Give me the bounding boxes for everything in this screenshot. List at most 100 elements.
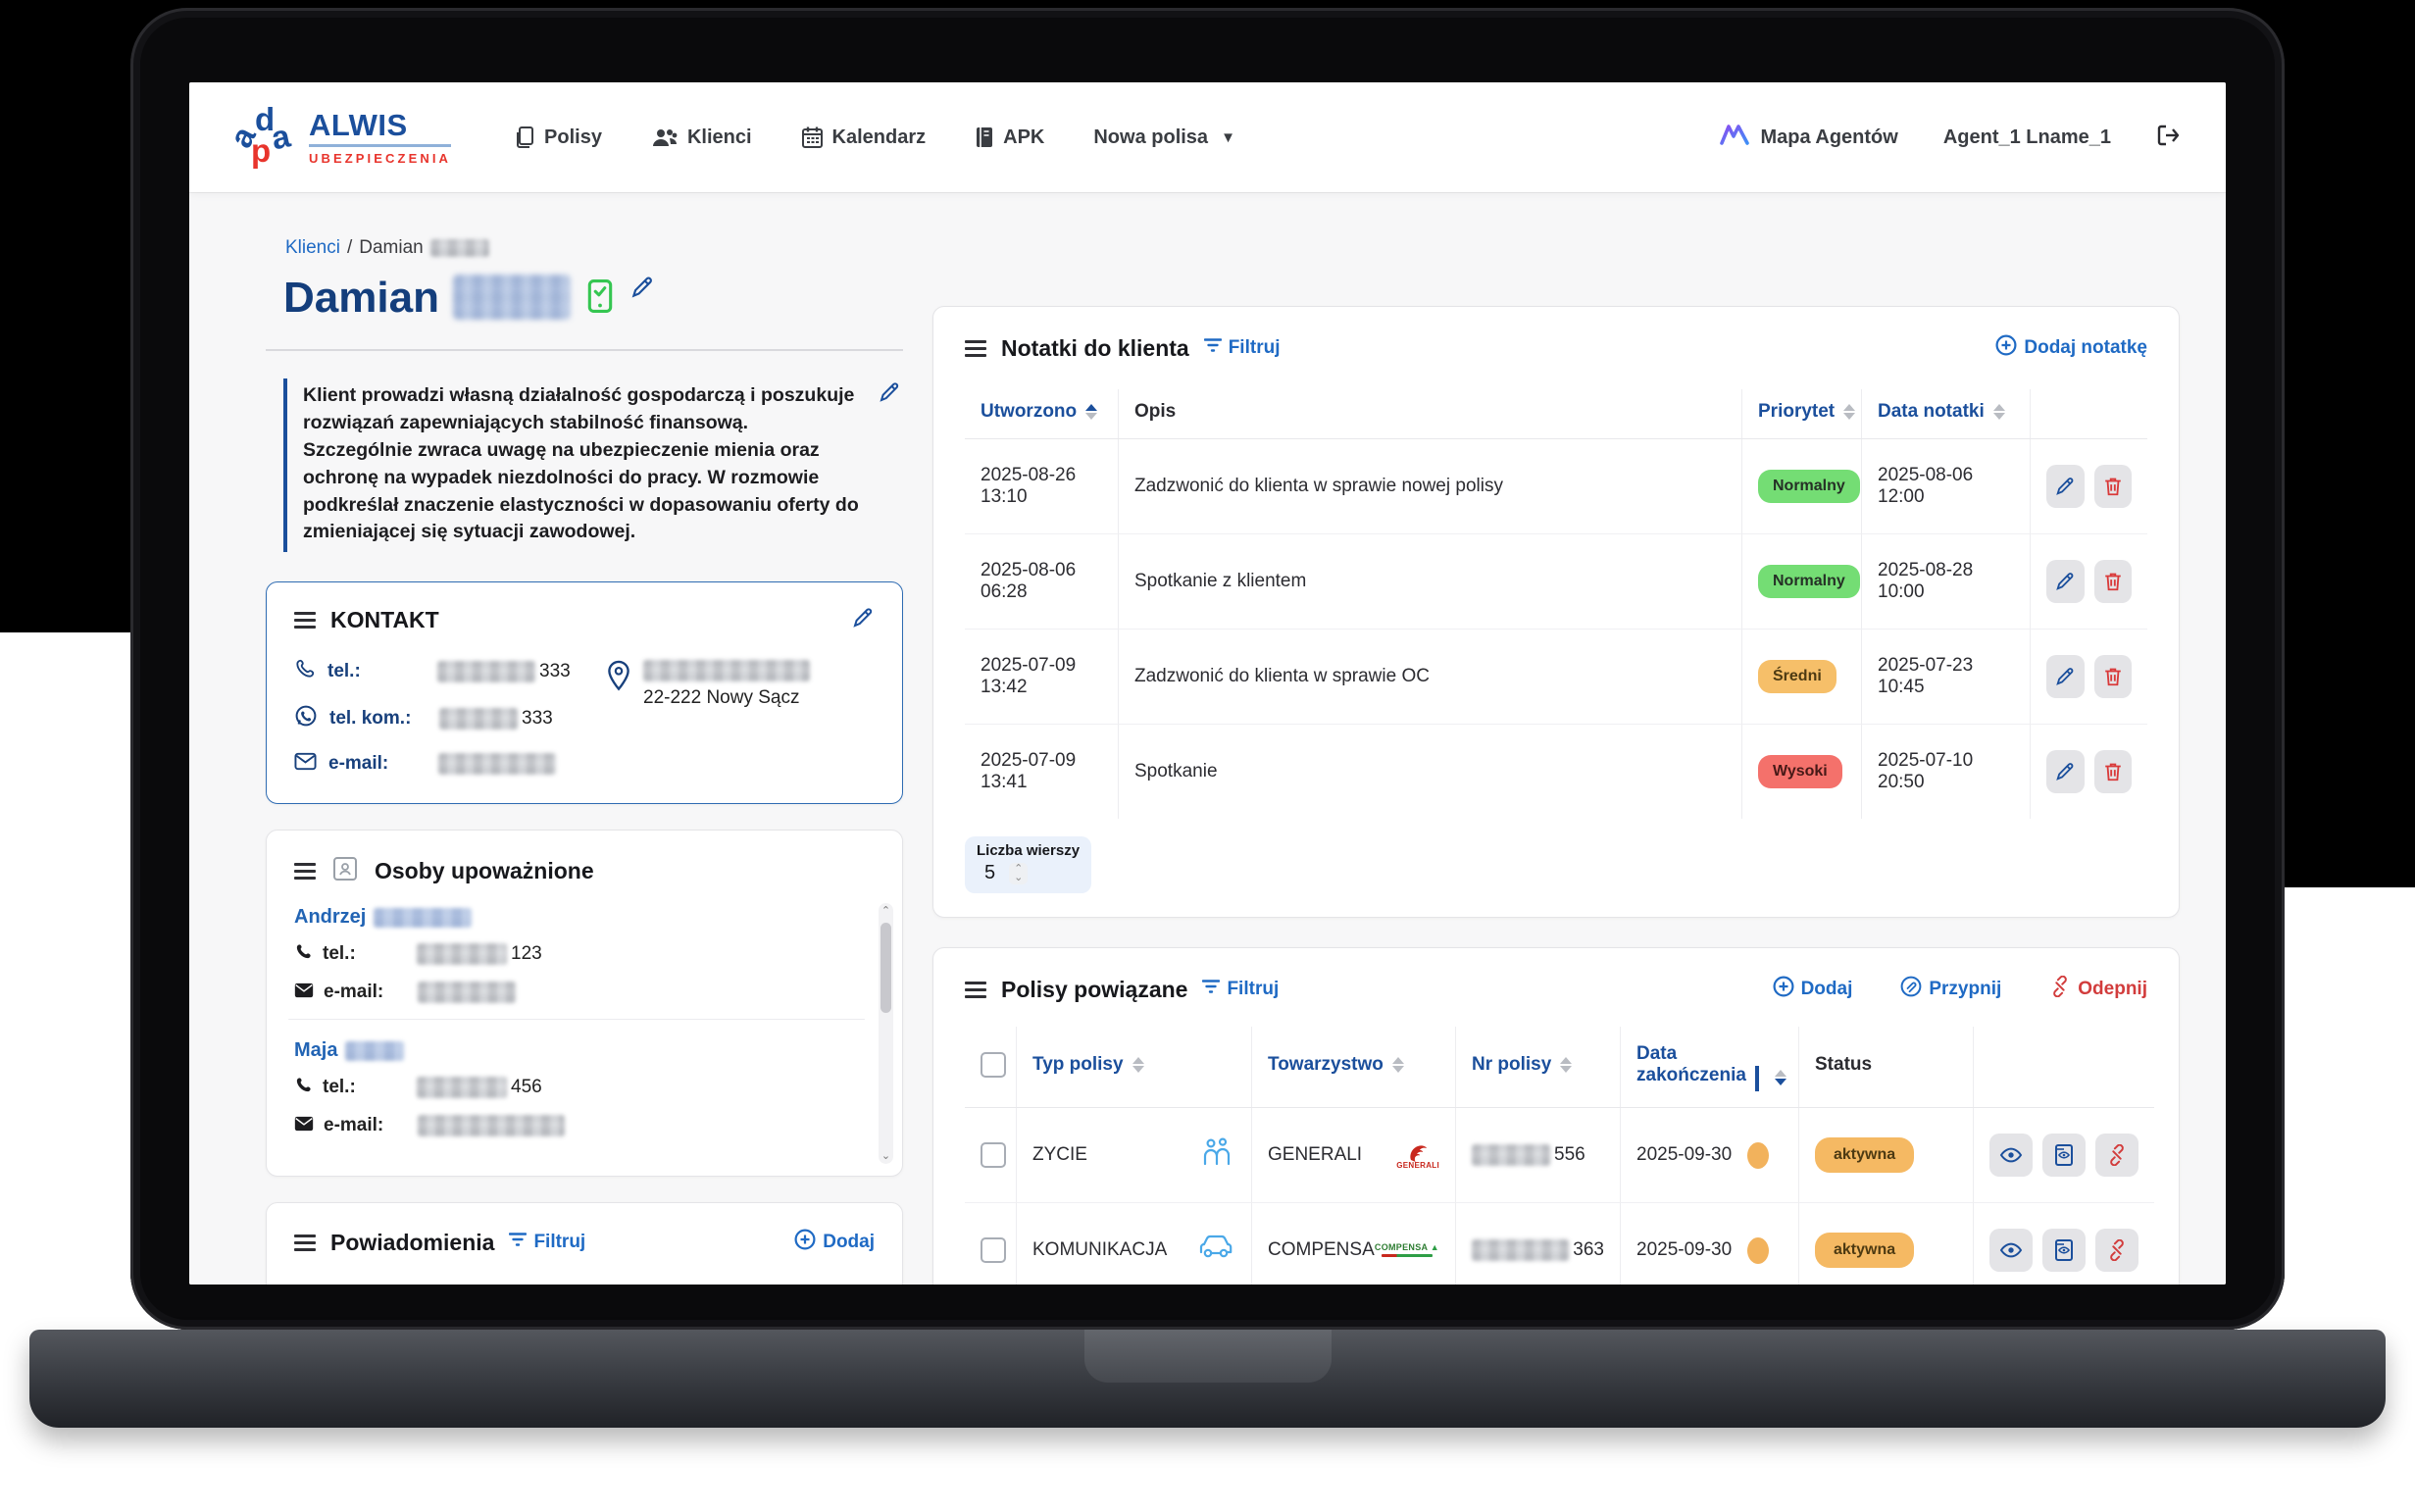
policy-type: KOMUNIKACJA [1016, 1202, 1251, 1285]
scrollbar[interactable]: ⌃ ⌄ [879, 903, 893, 1165]
redacted-lastname [452, 275, 571, 320]
plus-circle-icon [1773, 976, 1794, 1003]
mail-icon [294, 752, 317, 776]
nav-item-polisy[interactable]: Polisy [514, 126, 602, 149]
col-header-priorytet[interactable]: Priorytet [1741, 389, 1861, 438]
scrollbar-thumb[interactable] [880, 923, 891, 1014]
filter-notes-button[interactable]: Filtruj [1203, 337, 1280, 359]
nav-item-klienci[interactable]: Klienci [651, 126, 752, 149]
redacted-value [417, 943, 507, 966]
policy-checkbox[interactable] [981, 1237, 1006, 1263]
note-created: 2025-08-06 06:28 [965, 533, 1118, 629]
sort-icon [1560, 1057, 1573, 1073]
policy-select-cell [965, 1108, 1016, 1202]
map-agents-icon [1719, 122, 1750, 153]
priority-badge: Normalny [1758, 565, 1860, 598]
add-note-button[interactable]: Dodaj notatkę [1995, 334, 2147, 362]
sort-icon [1992, 404, 2005, 420]
drag-handle-icon[interactable] [965, 339, 986, 357]
col-header-nr-polisy[interactable]: Nr polisy [1455, 1027, 1620, 1107]
col-header-typ-polisy[interactable]: Typ polisy [1016, 1027, 1251, 1107]
notes-card: Notatki do klienta Filtruj [932, 306, 2180, 918]
view-policy-button[interactable] [1989, 1134, 2033, 1177]
person-email-row: e-mail: [294, 982, 859, 1004]
plus-circle-icon [1995, 334, 2017, 362]
edit-description-icon[interactable] [878, 380, 901, 413]
edit-note-button[interactable] [2046, 750, 2085, 793]
car-icon [1196, 1233, 1235, 1268]
nav-item-apk[interactable]: APK [975, 126, 1044, 149]
drag-handle-icon[interactable] [294, 863, 316, 881]
redacted-value [437, 660, 535, 682]
unlink-policy-button[interactable] [2095, 1229, 2138, 1272]
redacted-lastname [374, 907, 473, 928]
scroll-up-icon[interactable]: ⌃ [880, 905, 891, 918]
add-policy-button[interactable]: Dodaj [1773, 976, 1852, 1003]
rows-count-stepper[interactable]: ⌃ ⌄ [1009, 862, 1029, 884]
person-link[interactable]: Maja [294, 1039, 405, 1062]
logout-icon[interactable] [2156, 124, 2181, 152]
edit-contact-icon[interactable] [851, 606, 875, 634]
delete-note-button[interactable] [2093, 750, 2132, 793]
col-header-utworzono[interactable]: Utworzono [965, 389, 1118, 438]
delete-note-button[interactable] [2093, 465, 2132, 508]
unpin-policy-button[interactable]: Odepnij [2049, 975, 2147, 1003]
notifications-card: Powiadomienia Filtruj [266, 1202, 903, 1285]
nav-item-nowa-polisa[interactable]: Nowa polisa ▼ [1093, 126, 1235, 148]
policy-end-date: 2025-09-30 [1620, 1202, 1798, 1285]
unlink-policy-button[interactable] [2095, 1134, 2138, 1177]
drag-handle-icon[interactable] [294, 1234, 316, 1251]
preview-document-button[interactable] [2042, 1134, 2086, 1177]
edit-note-button[interactable] [2046, 465, 2085, 508]
view-policy-button[interactable] [1989, 1229, 2033, 1272]
col-header-towarzystwo[interactable]: Towarzystwo [1251, 1027, 1455, 1107]
redacted-street [643, 660, 810, 682]
col-header-data-zakonczenia[interactable]: Data zakończenia [1620, 1027, 1798, 1107]
note-desc: Spotkanie [1118, 724, 1741, 819]
id-badge-icon [330, 854, 360, 888]
delete-note-button[interactable] [2093, 560, 2132, 603]
policy-checkbox[interactable] [981, 1142, 1006, 1168]
edit-note-button[interactable] [2046, 655, 2085, 698]
authorized-title: Osoby upoważnione [375, 858, 594, 884]
scroll-down-icon[interactable]: ⌄ [880, 1150, 891, 1163]
main-nav: Polisy Klienci Kalendarz [514, 126, 1235, 149]
contact-card: KONTAKT [266, 581, 903, 805]
note-actions [2030, 629, 2147, 724]
drag-handle-icon[interactable] [294, 612, 316, 630]
redacted-lastname [429, 239, 489, 257]
person-link[interactable]: Andrzej [294, 906, 473, 929]
drag-handle-icon[interactable] [965, 981, 986, 998]
book-icon [975, 126, 994, 149]
filter-policies-button[interactable]: Filtruj [1202, 979, 1279, 1000]
rows-count-value[interactable]: 5 [984, 862, 996, 883]
documents-icon [514, 126, 535, 149]
redacted-lastname [345, 1040, 405, 1061]
nav-item-kalendarz[interactable]: Kalendarz [801, 126, 926, 149]
filter-notifications-button[interactable]: Filtruj [509, 1232, 585, 1253]
note-priority: Średni [1741, 629, 1861, 724]
verified-phone-icon [584, 277, 616, 320]
contact-email-row: e-mail: [294, 752, 606, 776]
col-header-status: Status [1798, 1027, 1973, 1107]
breadcrumb-klienci[interactable]: Klienci [285, 237, 340, 258]
filter-icon [1202, 979, 1221, 1000]
page-title: Damian [283, 274, 439, 322]
policy-actions [1973, 1202, 2154, 1285]
map-agents-link[interactable]: Mapa Agentów [1719, 122, 1898, 153]
pin-policy-button[interactable]: Przypnij [1900, 976, 2001, 1003]
add-notification-button[interactable]: Dodaj [794, 1229, 875, 1256]
agent-menu[interactable]: Agent_1 Lname_1 [1942, 126, 2111, 148]
edit-client-icon[interactable] [629, 275, 655, 305]
edit-note-button[interactable] [2046, 560, 2085, 603]
select-all-checkbox[interactable] [981, 1052, 1006, 1078]
note-priority: Normalny [1741, 533, 1861, 629]
preview-document-button[interactable] [2042, 1229, 2086, 1272]
delete-note-button[interactable] [2093, 655, 2132, 698]
col-header-data-notatki[interactable]: Data notatki [1861, 389, 2030, 438]
redacted-value [439, 707, 518, 730]
